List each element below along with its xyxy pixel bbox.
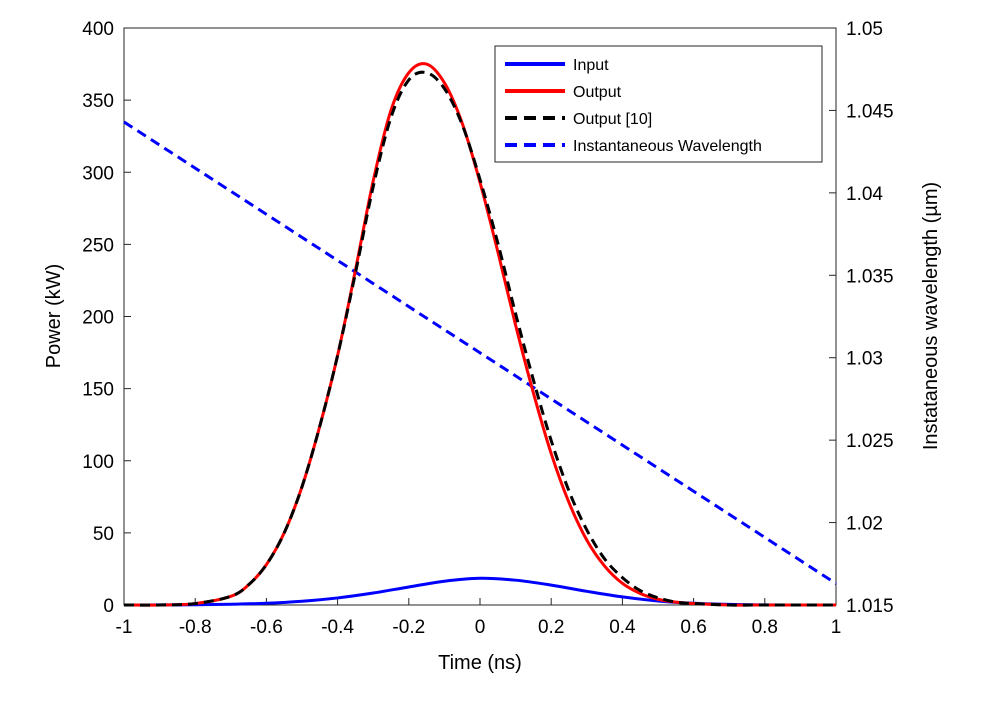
x-tick-label: -0.6	[250, 617, 283, 638]
legend-label-output-10: Output [10]	[573, 111, 652, 128]
x-axis-title: Time (ns)	[438, 652, 522, 674]
y2-tick-label: 1.03	[846, 349, 883, 370]
x-tick-label: 0	[475, 617, 486, 638]
y-tick-label: 300	[82, 163, 114, 184]
y2-tick-label: 1.045	[846, 101, 894, 122]
legend-label-output: Output	[573, 84, 622, 101]
x-tick-label: -0.2	[392, 617, 425, 638]
x-tick-label: 0.6	[680, 617, 706, 638]
x-tick-label: -0.4	[321, 617, 354, 638]
y2-tick-label: 1.035	[846, 266, 894, 287]
y2-tick-label: 1.04	[846, 184, 883, 205]
y2-tick-label: 1.025	[846, 431, 894, 452]
x-tick-label: 0.4	[609, 617, 636, 638]
y-axis-title: Power (kW)	[43, 264, 65, 368]
x-tick-label: -1	[116, 617, 133, 638]
y-tick-label: 100	[82, 452, 114, 473]
x-tick-label: 1	[831, 617, 842, 638]
x-tick-label: -0.8	[179, 617, 212, 638]
legend-label-input: Input	[573, 57, 609, 74]
y2-tick-label: 1.05	[846, 19, 883, 40]
legend-label-instantaneous-wavelength: Instantaneous Wavelength	[573, 138, 762, 155]
legend: Input Output Output [10] Instantaneous Wave…	[494, 45, 823, 163]
x-tick-label: 0.8	[752, 617, 778, 638]
x-axis-ticks: -1 -0.8 -0.6 -0.4 -0.2 0 0.2 0.4 0.6 0.8 1	[116, 598, 842, 638]
y2-axis-title: Instataneous wavelength (µm)	[920, 182, 942, 450]
series-line-output-10	[123, 70, 837, 607]
y-tick-label: 200	[82, 308, 114, 329]
series-line-instantaneous-wavelength	[123, 120, 837, 585]
y-tick-label: 50	[93, 524, 114, 545]
y-tick-label: 250	[82, 235, 114, 256]
x-tick-label: 0.2	[538, 617, 564, 638]
y-axis-ticks: 0 50 100 150 200 250 300 350 400	[82, 19, 131, 617]
y-tick-label: 350	[82, 91, 114, 112]
y-tick-label: 0	[103, 596, 114, 617]
y2-axis-ticks: 1.015 1.02 1.025 1.03 1.035 1.04 1.045 1.05	[829, 19, 894, 617]
y-tick-label: 150	[82, 380, 114, 401]
y-tick-label: 400	[82, 19, 114, 40]
y2-tick-label: 1.02	[846, 514, 883, 535]
series-layer	[123, 62, 837, 607]
y2-tick-label: 1.015	[846, 596, 894, 617]
